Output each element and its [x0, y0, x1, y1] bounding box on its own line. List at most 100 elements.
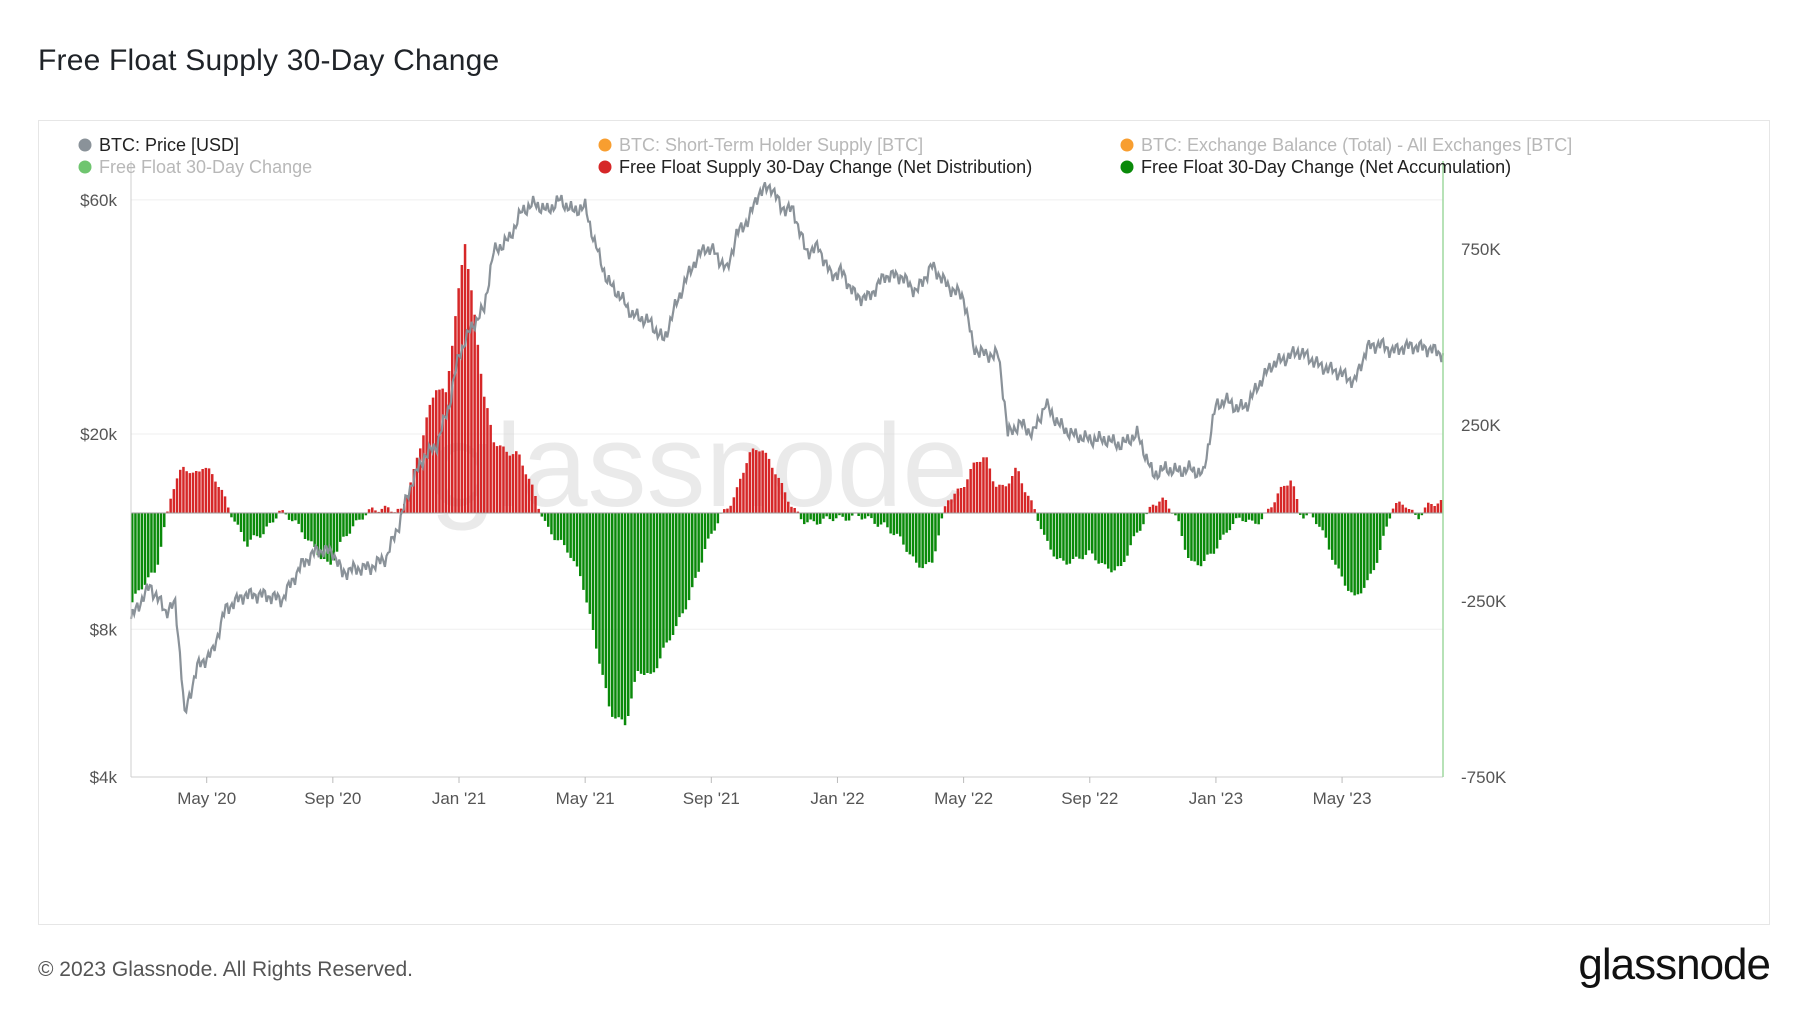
flow-bar: [790, 506, 793, 513]
flow-bar: [262, 513, 265, 535]
flow-bar: [1215, 513, 1219, 549]
flow-bar: [1411, 509, 1414, 513]
flow-bar: [1151, 504, 1155, 513]
x-tick-label: May '21: [556, 789, 615, 808]
flow-bar: [726, 508, 729, 513]
flow-bar: [857, 513, 860, 516]
flow-bar: [134, 513, 137, 594]
flow-bar: [902, 513, 905, 545]
legend-label: BTC: Price [USD]: [99, 135, 239, 155]
flow-bar: [303, 513, 307, 539]
legend-item[interactable]: Free Float 30-Day Change (Net Accumulati…: [1120, 157, 1512, 177]
flow-bar: [844, 513, 848, 521]
flow-bar: [876, 513, 880, 527]
flow-bar: [1158, 501, 1161, 513]
flow-bar: [143, 513, 147, 585]
flow-bar: [1276, 493, 1280, 513]
flow-bar: [1369, 513, 1372, 574]
flow-bar: [1302, 513, 1305, 519]
flow-bar: [294, 513, 297, 521]
flow-bar: [652, 513, 656, 673]
flow-bar: [694, 513, 697, 578]
flow-bar: [956, 488, 960, 513]
flow-bar: [1167, 508, 1171, 513]
flow-bar: [1356, 513, 1360, 595]
y-right-tick-label: 250K: [1461, 416, 1501, 435]
flow-bar: [879, 513, 883, 525]
flow-bar: [191, 472, 195, 513]
flow-bar: [998, 484, 1001, 513]
flow-bar: [1292, 486, 1296, 513]
flow-bar: [291, 513, 294, 522]
flow-bar: [1046, 513, 1049, 541]
flow-bar: [687, 513, 691, 601]
flow-bar: [383, 505, 387, 513]
flow-bar: [284, 513, 288, 515]
flow-bar: [531, 484, 534, 513]
legend-item[interactable]: BTC: Short-Term Holder Supply [BTC]: [598, 135, 924, 155]
flow-bar: [431, 397, 435, 513]
flow-bar: [518, 454, 521, 513]
flow-bar: [1427, 502, 1430, 513]
flow-bar: [697, 513, 700, 572]
flow-bar: [1366, 513, 1369, 581]
price-line: [129, 181, 1445, 715]
flow-bar: [326, 513, 329, 562]
flow-bar: [924, 513, 928, 565]
flow-bar: [1004, 486, 1008, 513]
legend-item[interactable]: BTC: Exchange Balance (Total) - All Exch…: [1120, 135, 1573, 155]
flow-bar: [787, 501, 790, 513]
flow-bar: [1343, 513, 1347, 586]
flow-bar: [1107, 513, 1110, 569]
flow-bar: [598, 513, 601, 664]
flow-bar: [1407, 509, 1411, 513]
flow-bar: [623, 513, 627, 726]
flow-bar: [1145, 513, 1148, 515]
flow-bar: [527, 478, 531, 513]
flow-bar: [1423, 507, 1427, 513]
legend-item[interactable]: Free Float 30-Day Change: [78, 157, 313, 177]
flow-bar: [1324, 513, 1328, 538]
flow-bar: [1404, 507, 1408, 513]
flow-bar: [1078, 513, 1081, 559]
legend-item[interactable]: Free Float Supply 30-Day Change (Net Dis…: [598, 157, 1033, 177]
flow-bar: [959, 488, 963, 513]
flow-bar: [588, 513, 592, 614]
flow-bar: [716, 513, 720, 524]
flow-bar: [1267, 508, 1270, 513]
flow-bar: [1231, 513, 1235, 524]
flow-bar: [579, 513, 582, 577]
flow-bar: [895, 513, 899, 534]
x-tick-label: May '20: [177, 789, 236, 808]
legend-item[interactable]: BTC: Price [USD]: [78, 135, 240, 155]
flow-bar: [166, 511, 169, 513]
flow-bar: [1049, 513, 1052, 550]
flow-bar: [665, 513, 668, 643]
footer-logo[interactable]: glassnode: [1578, 940, 1771, 989]
flow-bar: [630, 513, 633, 699]
y-left-tick-label: $60k: [80, 191, 117, 210]
flow-bar: [281, 510, 284, 513]
flow-bar: [1318, 513, 1321, 527]
flow-bar: [335, 513, 339, 552]
flow-bar: [783, 492, 787, 513]
flow-bar: [761, 450, 764, 513]
flow-bar: [607, 513, 611, 707]
flow-bar: [1321, 513, 1324, 531]
flow-bar: [988, 468, 992, 513]
flow-bar: [825, 513, 828, 517]
flow-bar: [553, 513, 556, 541]
flow-bar: [473, 314, 476, 513]
flow-bar: [543, 513, 547, 521]
flow-bar: [575, 513, 579, 567]
flow-bar: [1027, 495, 1030, 513]
flow-bar: [163, 513, 166, 528]
flow-bar: [1097, 513, 1100, 564]
flow-bar: [451, 345, 454, 513]
flow-bar: [1235, 513, 1238, 519]
flow-bar: [131, 513, 134, 603]
x-tick-label: Jan '22: [810, 789, 864, 808]
flow-bar: [169, 498, 172, 513]
flow-bar: [374, 510, 377, 513]
flow-bar: [1132, 513, 1136, 537]
